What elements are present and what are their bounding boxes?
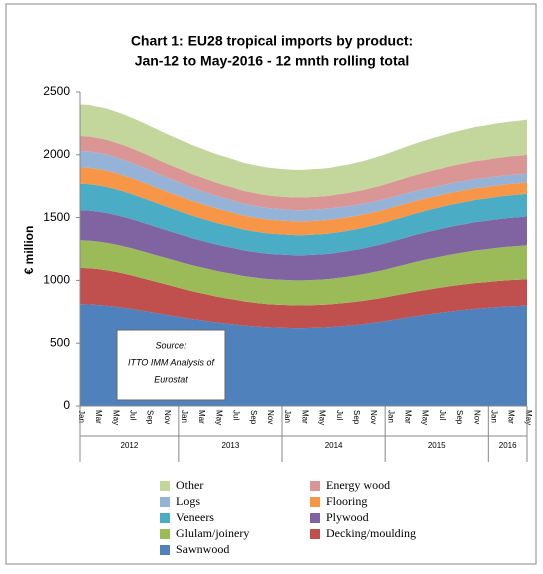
y-tick-label: 1000 (43, 273, 70, 287)
annotation-box (116, 329, 226, 401)
x-tick-label: Jan (386, 410, 395, 423)
y-tick-label: 2000 (43, 147, 70, 161)
legend-label: Logs (176, 494, 200, 508)
x-group-label: 2013 (222, 441, 240, 450)
legend-swatch (160, 529, 170, 539)
x-tick-label: Mar (300, 410, 309, 424)
x-group-label: 2014 (325, 441, 343, 450)
legend-label: Plywood (326, 510, 369, 524)
x-tick-label: May (421, 410, 430, 425)
legend-label: Sawnwood (176, 542, 229, 556)
x-tick-label: Sep (455, 410, 464, 425)
x-tick-label: Jul (438, 410, 447, 420)
x-tick-label: Mar (404, 410, 413, 424)
x-tick-label: Jan (283, 410, 292, 423)
legend-swatch (310, 497, 320, 507)
area (80, 267, 527, 329)
chart-title: Chart 1: EU28 tropical imports by produc… (131, 33, 413, 49)
x-tick-label: Jul (128, 410, 137, 420)
annotation: Eurostat (154, 374, 188, 384)
x-tick-label: May (214, 410, 223, 425)
area (80, 167, 527, 236)
legend-swatch (310, 513, 320, 523)
legend-swatch (310, 481, 320, 491)
legend-label: Flooring (326, 494, 367, 508)
chart-title: Jan-12 to May-2016 - 12 mnth rolling tot… (135, 53, 410, 69)
x-tick-label: Nov (163, 410, 172, 424)
x-tick-label: Sep (352, 410, 361, 425)
x-group-label: 2012 (121, 441, 139, 450)
area (80, 104, 527, 198)
x-tick-label: Jan (77, 410, 86, 423)
legend-label: Decking/moulding (326, 526, 416, 540)
legend-swatch (160, 497, 170, 507)
x-tick-label: Nov (266, 410, 275, 424)
x-tick-label: May (524, 410, 533, 425)
legend-swatch (310, 529, 320, 539)
legend-label: Energy wood (326, 478, 390, 492)
x-tick-label: Jul (335, 410, 344, 420)
x-tick-label: May (318, 410, 327, 425)
x-group-label: 2016 (499, 441, 517, 450)
area (80, 210, 527, 281)
legend-swatch (160, 481, 170, 491)
legend-label: Veneers (176, 510, 214, 524)
area (80, 240, 527, 306)
legend-label: Other (176, 478, 203, 492)
annotation: ITTO IMM Analysis of (128, 357, 216, 367)
area (80, 183, 527, 256)
y-tick-label: 0 (63, 398, 70, 412)
legend-swatch (160, 513, 170, 523)
x-tick-label: Nov (472, 410, 481, 424)
x-tick-label: Jan (490, 410, 499, 423)
y-axis-label: € million (22, 226, 36, 275)
x-tick-label: Mar (507, 410, 516, 424)
x-tick-label: Jan (180, 410, 189, 423)
x-tick-label: Jul (232, 410, 241, 420)
x-group-label: 2015 (428, 441, 446, 450)
x-tick-label: Nov (369, 410, 378, 424)
legend: Other Energy wood Logs Flooring Veneers Plywo… (160, 478, 416, 556)
area (80, 151, 527, 222)
x-tick-label: May (111, 410, 120, 425)
x-tick-label: Sep (146, 410, 155, 425)
x-tick-label: Mar (197, 410, 206, 424)
annotation: Source: (155, 340, 187, 350)
x-tick-label: Mar (94, 410, 103, 424)
y-tick-label: 2500 (43, 84, 70, 98)
legend-swatch (160, 545, 170, 555)
legend-label: Glulam/joinery (176, 526, 249, 540)
x-tick-label: Sep (249, 410, 258, 425)
area (80, 135, 527, 211)
y-tick-label: 500 (50, 335, 70, 349)
y-tick-label: 1500 (43, 210, 70, 224)
